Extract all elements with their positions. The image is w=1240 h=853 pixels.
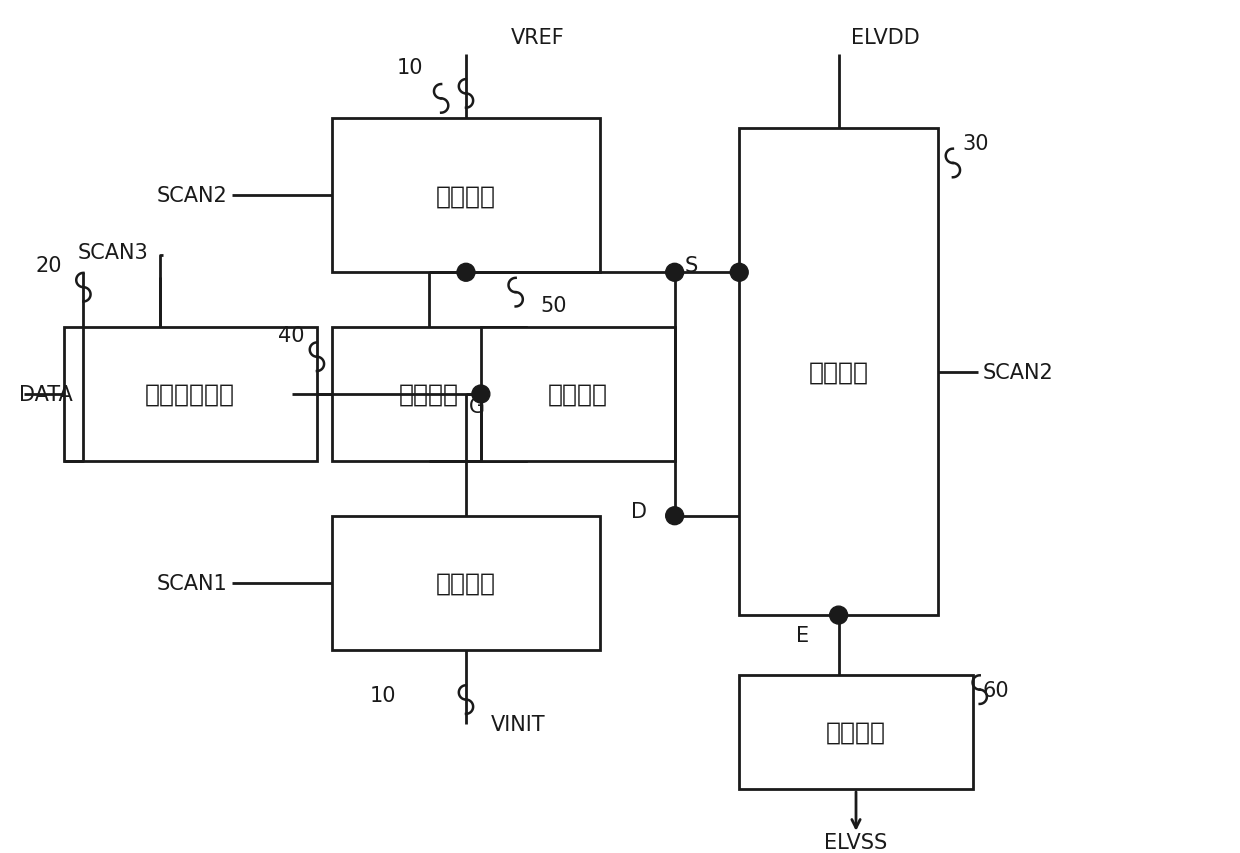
Text: 复位单元: 复位单元 (436, 572, 496, 595)
Bar (332, 119, 600, 273)
Text: 60: 60 (983, 680, 1009, 699)
Bar (63, 328, 317, 461)
Bar (481, 328, 675, 461)
Circle shape (830, 606, 848, 624)
Circle shape (472, 386, 490, 403)
Text: 10: 10 (397, 57, 423, 78)
Text: SCAN2: SCAN2 (156, 186, 227, 206)
Text: ELVSS: ELVSS (825, 832, 888, 851)
Text: 20: 20 (35, 256, 62, 276)
Circle shape (666, 508, 683, 525)
Text: ELVDD: ELVDD (851, 28, 919, 48)
Text: VREF: VREF (511, 28, 564, 48)
Text: 10: 10 (370, 685, 397, 705)
Text: DATA: DATA (19, 385, 73, 404)
Text: SCAN3: SCAN3 (77, 243, 148, 263)
Text: 复位单元: 复位单元 (436, 184, 496, 208)
Text: 40: 40 (278, 326, 304, 345)
Text: 30: 30 (962, 134, 990, 154)
Text: G: G (469, 397, 485, 417)
Text: 驱动控制单元: 驱动控制单元 (145, 382, 236, 407)
Bar (332, 328, 526, 461)
Circle shape (730, 264, 748, 281)
Text: 储能单元: 储能单元 (399, 382, 459, 407)
Text: 驱动单元: 驱动单元 (548, 382, 608, 407)
Text: 发光单元: 发光单元 (826, 720, 887, 744)
Text: 供电单元: 供电单元 (808, 360, 868, 384)
Text: E: E (796, 625, 808, 645)
Text: SCAN2: SCAN2 (983, 363, 1054, 382)
Text: SCAN1: SCAN1 (156, 573, 227, 593)
Text: VINIT: VINIT (491, 715, 546, 734)
Bar (332, 516, 600, 650)
Text: S: S (684, 256, 698, 276)
Text: D: D (631, 502, 647, 521)
Bar (739, 675, 972, 789)
Text: 50: 50 (541, 296, 567, 316)
Circle shape (458, 264, 475, 281)
Bar (739, 129, 937, 615)
Circle shape (666, 264, 683, 281)
